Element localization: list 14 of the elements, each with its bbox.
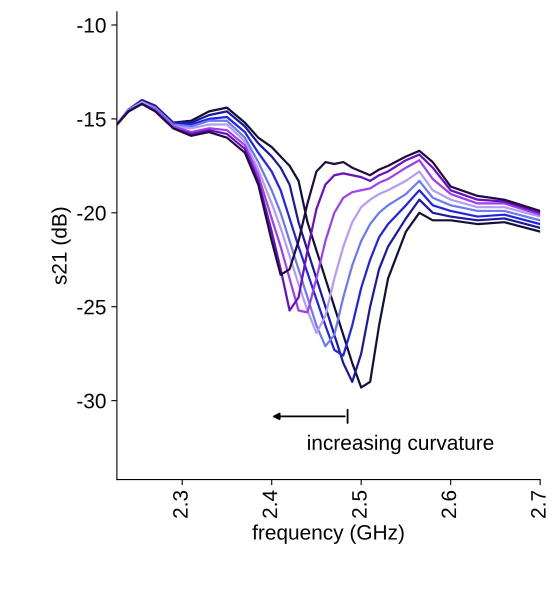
x-tick-label: 2.6 [442, 490, 456, 518]
y-tick-label: -30 [77, 394, 106, 408]
x-tick-label: 2.5 [352, 490, 367, 518]
x-tick-label: 2.7 [530, 490, 546, 518]
annotation: increasing curvature [308, 434, 494, 454]
x-axis-title: frequency (GHz) [252, 524, 404, 544]
y-tick-label: -10 [77, 18, 106, 33]
line-series [116, 102, 540, 276]
y-tick-label: -20 [77, 206, 106, 221]
x-tick-label: 2.3 [173, 490, 188, 518]
y-axis-title: s21 (dB) [51, 208, 71, 284]
y-tick-label: -25 [77, 300, 106, 314]
y-tick-label: -15 [77, 112, 106, 127]
x-tick-label: 2.4 [262, 490, 278, 518]
